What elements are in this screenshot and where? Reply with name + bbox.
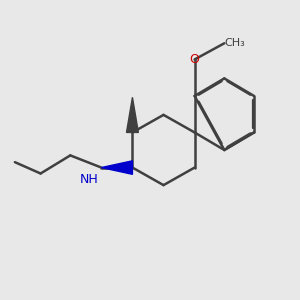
Polygon shape — [101, 161, 132, 174]
Text: CH₃: CH₃ — [224, 38, 245, 48]
Text: O: O — [190, 53, 200, 66]
Text: NH: NH — [80, 173, 99, 186]
Polygon shape — [127, 97, 138, 132]
